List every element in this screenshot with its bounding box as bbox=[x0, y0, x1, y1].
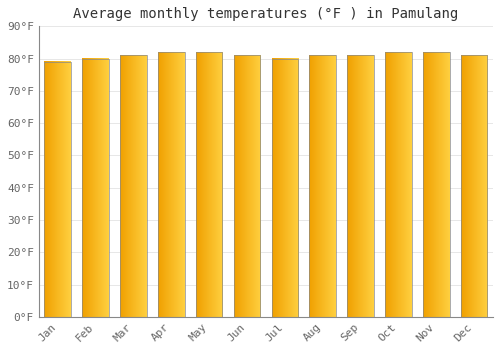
Bar bbox=[461, 55, 487, 317]
Bar bbox=[348, 55, 374, 317]
Bar bbox=[82, 58, 109, 317]
Bar bbox=[310, 55, 336, 317]
Bar bbox=[234, 55, 260, 317]
Bar bbox=[158, 52, 184, 317]
Bar bbox=[272, 58, 298, 317]
Bar bbox=[423, 52, 450, 317]
Bar bbox=[120, 55, 146, 317]
Bar bbox=[196, 52, 222, 317]
Bar bbox=[385, 52, 411, 317]
Title: Average monthly temperatures (°F ) in Pamulang: Average monthly temperatures (°F ) in Pa… bbox=[74, 7, 458, 21]
Bar bbox=[44, 62, 71, 317]
